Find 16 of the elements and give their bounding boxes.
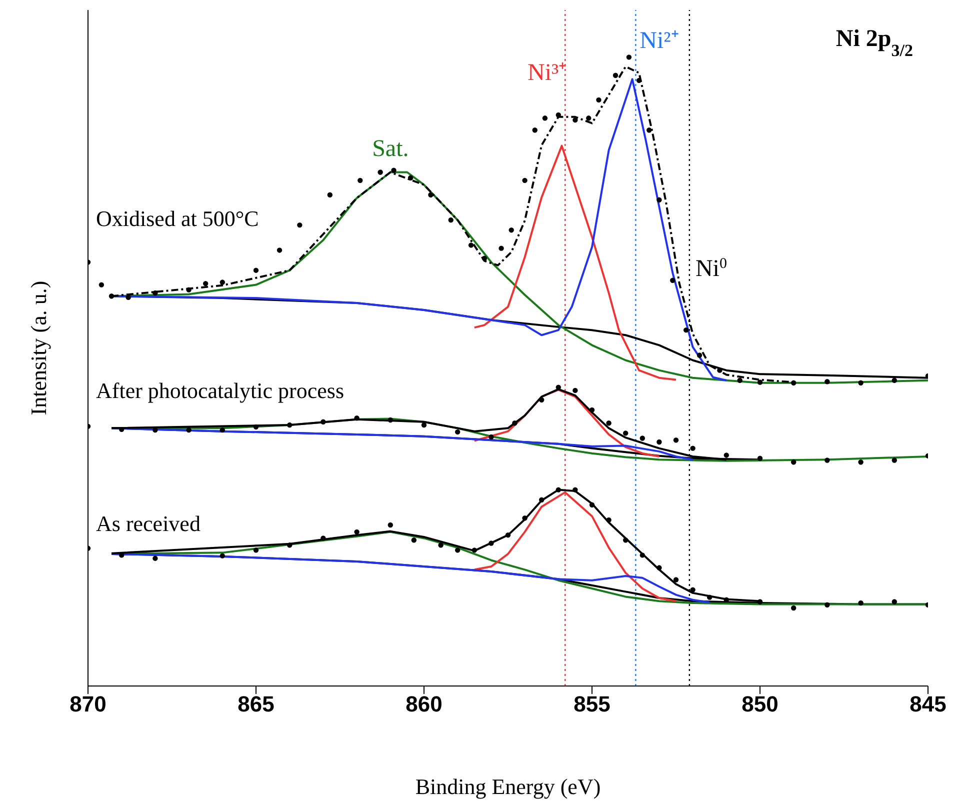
x-tick-label: 845	[910, 692, 946, 717]
annotation: As received	[96, 511, 200, 536]
x-tick-label: 855	[574, 692, 610, 717]
x-tick-label: 870	[70, 692, 106, 717]
ref-line-label: Ni³⁺	[528, 60, 567, 86]
x-axis-title: Binding Energy (eV)	[415, 774, 601, 799]
x-tick-label: 865	[238, 692, 274, 717]
y-axis-title: Intensity (a. u.)	[26, 280, 51, 416]
series-label: Sat.	[372, 136, 409, 162]
chart-title: Ni 2p$_{3/2}$	[836, 26, 913, 60]
ref-line-label: Ni²⁺	[640, 28, 679, 54]
x-tick-label: 850	[742, 692, 778, 717]
annotation: After photocatalytic process	[96, 378, 344, 403]
x-tick-label: 860	[406, 692, 442, 717]
ref-line-label: Ni$^{0}$	[695, 256, 727, 282]
annotation: Oxidised at 500°C	[96, 206, 259, 231]
